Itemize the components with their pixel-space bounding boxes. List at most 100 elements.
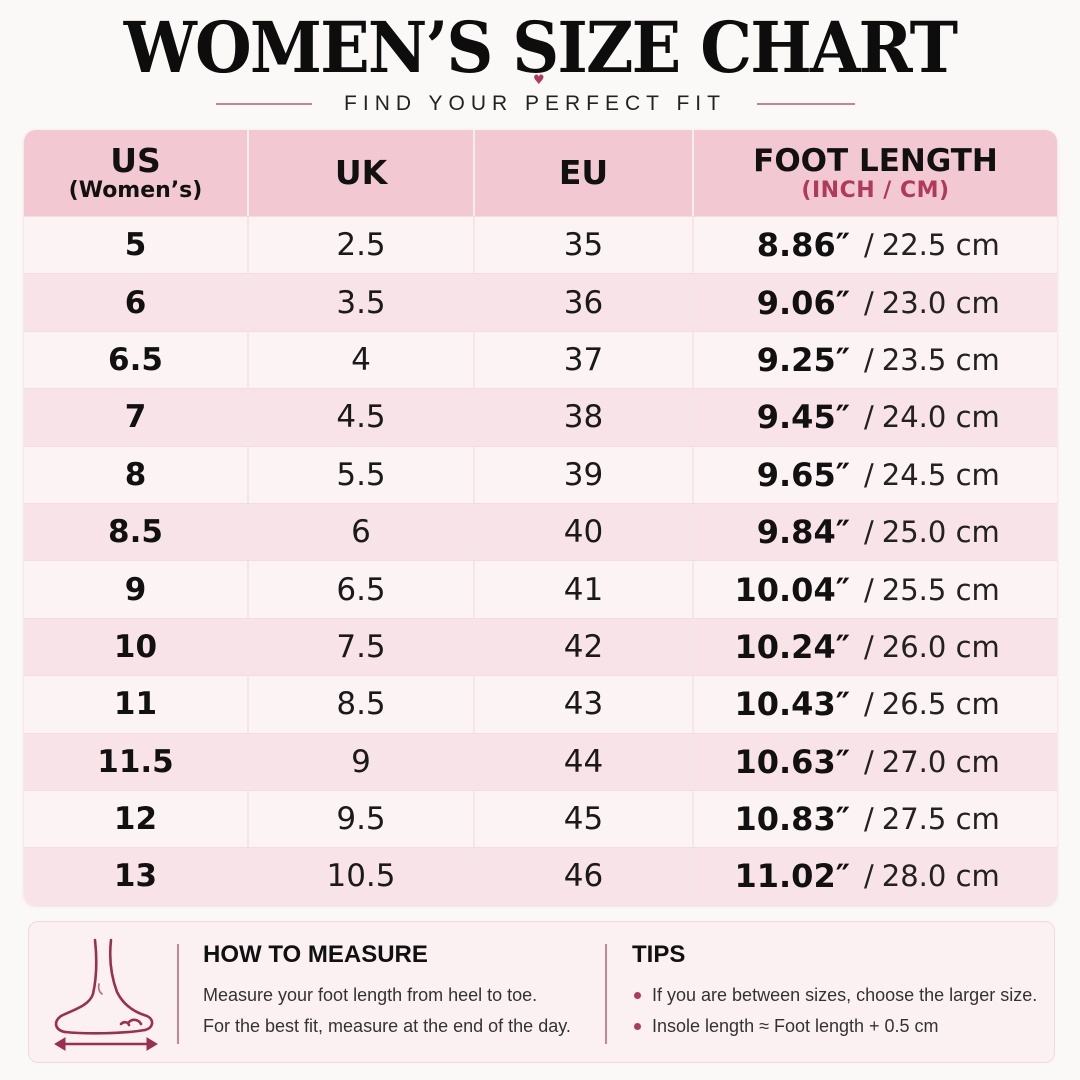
cell-foot-length: 9.25″ /23.5 cm [694,332,1057,388]
how-to-measure-line: For the best fit, measure at the end of … [203,1016,571,1036]
foot-length-separator: / [864,228,874,263]
foot-length-separator: / [864,802,874,837]
cell-eu: 46 [475,848,694,905]
cell-us: 9 [24,561,249,618]
info-divider [605,944,607,1044]
cell-eu: 43 [475,676,694,733]
tips-title: TIPS [632,941,686,968]
table-row: 9 6.5 41 10.04″ /25.5 cm [24,560,1057,618]
cell-us: 8 [24,446,249,503]
foot-length-cm: 26.5 cm [881,687,1000,722]
column-header-sublabel: (INCH / CM) [801,178,950,203]
cell-uk: 9.5 [249,790,475,848]
foot-length-cm: 27.0 cm [881,744,1000,779]
foot-length-separator: / [864,572,874,607]
cell-uk: 2.5 [249,217,475,274]
info-divider [177,944,179,1044]
page-title: WOMEN’S SIZE CHART [123,6,958,89]
foot-length-cm: 23.5 cm [881,342,1000,377]
tip-item: Insole length ≈ Foot length + 0.5 cm [632,1011,1042,1042]
foot-length-inch: 9.45″ [756,398,850,437]
cell-uk: 4.5 [249,389,475,446]
foot-length-separator: / [864,629,874,664]
cell-eu: 37 [475,331,694,389]
cell-us: 11 [24,676,249,733]
cell-uk: 8.5 [249,676,475,733]
cell-foot-length: 11.02″ /28.0 cm [694,848,1057,904]
cell-eu: 42 [475,618,694,676]
foot-length-cm: 27.5 cm [881,802,1000,837]
cell-foot-length: 10.83″ /27.5 cm [694,791,1057,847]
cell-us: 13 [24,848,249,905]
column-header-eu: EU [475,130,694,216]
table-row: 8 5.5 39 9.65″ /24.5 cm [24,445,1057,503]
table-row: 12 9.5 45 10.83″ /27.5 cm [24,789,1057,848]
foot-length-inch: 10.24″ [734,627,850,666]
tips-section: TIPS If you are between sizes, choose th… [632,938,1042,1042]
table-row: 11 8.5 43 10.43″ /26.5 cm [24,675,1057,733]
column-header-us: US (Women’s) [24,130,249,216]
column-header-foot-length: FOOT LENGTH (INCH / CM) [694,130,1057,216]
cell-foot-length: 10.24″ /26.0 cm [694,619,1057,675]
foot-length-separator: / [864,687,874,722]
cell-us: 11.5 [24,733,249,790]
table-row: 11.5 9 44 10.63″ /27.0 cm [24,732,1057,790]
cell-uk: 7.5 [249,618,475,676]
column-header-label: EU [558,153,609,192]
table-row: 13 10.5 46 11.02″ /28.0 cm [24,847,1057,905]
foot-measure-icon [54,938,158,1051]
cell-eu: 35 [475,217,694,274]
foot-length-inch: 9.65″ [756,455,850,494]
cell-us: 12 [24,790,249,848]
cell-us: 5 [24,217,249,274]
cell-eu: 36 [475,274,694,331]
cell-uk: 3.5 [249,274,475,331]
table-header: US (Women’s) UK EU FOOT LENGTH (INCH / C… [24,130,1057,216]
table-row: 7 4.5 38 9.45″ /24.0 cm [24,388,1057,446]
cell-foot-length: 9.06″ /23.0 cm [694,274,1057,330]
page-subtitle: FIND YOUR PERFECT FIT [344,92,726,115]
cell-uk: 10.5 [249,848,475,905]
table-row: 6.5 4 37 9.25″ /23.5 cm [24,330,1057,389]
foot-length-separator: / [864,285,874,320]
cell-us: 6 [24,274,249,331]
column-header-uk: UK [249,130,475,216]
cell-eu: 39 [475,446,694,503]
tip-item: If you are between sizes, choose the lar… [632,980,1042,1011]
cell-foot-length: 10.63″ /27.0 cm [694,734,1057,790]
how-to-measure-section: HOW TO MEASURE Measure your foot length … [203,938,593,1042]
column-header-sublabel: (Women’s) [68,178,203,203]
foot-length-separator: / [864,457,874,492]
cell-foot-length: 10.04″ /25.5 cm [694,561,1057,617]
column-header-label: US [110,141,161,180]
cell-foot-length: 9.84″ /25.0 cm [694,504,1057,560]
foot-length-inch: 9.25″ [756,340,850,379]
subtitle-row: FIND YOUR PERFECT FIT [0,90,1080,118]
foot-length-cm: 24.5 cm [881,457,1000,492]
foot-length-cm: 23.0 cm [881,285,1000,320]
how-to-measure-title: HOW TO MEASURE [203,941,428,968]
foot-length-inch: 10.63″ [734,742,850,781]
tips-list: If you are between sizes, choose the lar… [632,980,1042,1042]
tip-text: If you are between sizes, choose the lar… [652,985,1038,1005]
table-body: 5 2.5 35 8.86″/22.5 cm 6 3.5 36 9.06″/23.0 cm 6.… [24,216,1057,905]
cell-foot-length: 9.45″ /24.0 cm [694,389,1057,445]
cell-foot-length: 10.43″ /26.5 cm [694,676,1057,732]
column-header-label: UK [334,153,388,192]
cell-us: 7 [24,389,249,446]
foot-length-inch: 11.02″ [734,857,850,896]
foot-length-cm: 24.0 cm [881,400,1000,435]
cell-eu: 45 [475,790,694,848]
how-to-measure-line: Measure your foot length from heel to to… [203,985,538,1005]
foot-length-separator: / [864,342,874,377]
foot-length-separator: / [864,744,874,779]
cell-us: 8.5 [24,503,249,561]
cell-foot-length: 8.86″ /22.5 cm [694,217,1057,273]
foot-length-separator: / [864,859,874,894]
cell-eu: 38 [475,389,694,446]
table-row: 10 7.5 42 10.24″ /26.0 cm [24,617,1057,676]
cell-uk: 4 [249,331,475,389]
foot-length-inch: 9.84″ [756,513,850,552]
foot-length-separator: / [864,400,874,435]
cell-uk: 6.5 [249,561,475,618]
